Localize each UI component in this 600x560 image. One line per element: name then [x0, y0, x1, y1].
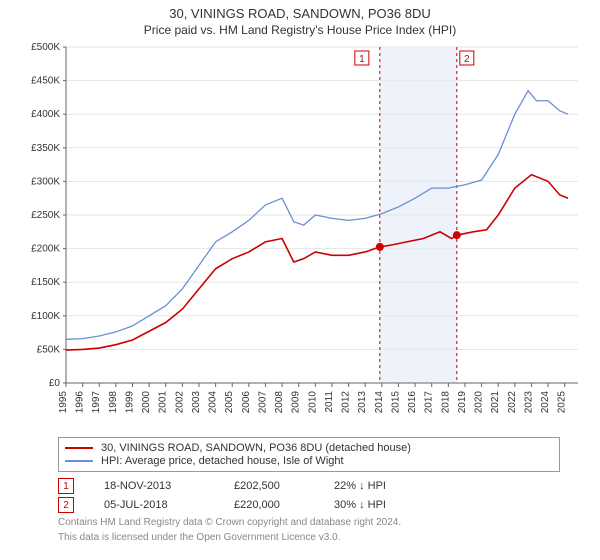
svg-text:£400K: £400K [31, 109, 60, 120]
sale-badge: 2 [58, 497, 74, 513]
svg-text:1: 1 [359, 54, 365, 65]
svg-text:2014: 2014 [374, 391, 385, 414]
svg-text:2022: 2022 [507, 391, 518, 414]
svg-text:2019: 2019 [457, 391, 468, 414]
svg-text:2011: 2011 [324, 391, 335, 413]
svg-text:2005: 2005 [224, 391, 235, 414]
chart-svg: £0 £50K £100K £150K £200K £250K £300K £350K £400… [10, 41, 590, 431]
legend: 30, VININGS ROAD, SANDOWN, PO36 8DU (det… [58, 437, 560, 472]
svg-text:2020: 2020 [474, 391, 485, 414]
svg-text:£50K: £50K [37, 344, 61, 355]
svg-text:1997: 1997 [91, 391, 102, 414]
svg-text:2: 2 [464, 54, 470, 65]
sale-date: 05-JUL-2018 [104, 499, 234, 511]
sale-row: 2 05-JUL-2018 £220,000 30% ↓ HPI [58, 497, 560, 513]
svg-text:2021: 2021 [490, 391, 501, 414]
svg-text:2001: 2001 [158, 391, 169, 414]
sale-price: £220,000 [234, 499, 334, 511]
svg-text:1995: 1995 [58, 391, 69, 414]
sale-row: 1 18-NOV-2013 £202,500 22% ↓ HPI [58, 478, 560, 494]
sale-pct: 22% ↓ HPI [334, 480, 454, 492]
legend-label: 30, VININGS ROAD, SANDOWN, PO36 8DU (det… [101, 442, 411, 454]
svg-text:2009: 2009 [291, 391, 302, 414]
sale-badge: 1 [58, 478, 74, 494]
sales-table: 1 18-NOV-2013 £202,500 22% ↓ HPI 2 05-JU… [58, 478, 560, 513]
footer-line-1: Contains HM Land Registry data © Crown c… [58, 517, 560, 528]
svg-text:2018: 2018 [440, 391, 451, 414]
svg-text:2025: 2025 [557, 391, 568, 414]
svg-text:2004: 2004 [208, 391, 219, 414]
svg-text:£450K: £450K [31, 76, 60, 87]
sale-price: £202,500 [234, 480, 334, 492]
svg-text:1998: 1998 [108, 391, 119, 414]
legend-item: 30, VININGS ROAD, SANDOWN, PO36 8DU (det… [65, 442, 553, 454]
svg-text:2000: 2000 [141, 391, 152, 414]
svg-text:£100K: £100K [31, 311, 60, 322]
page-title: 30, VININGS ROAD, SANDOWN, PO36 8DU [0, 0, 600, 21]
legend-label: HPI: Average price, detached house, Isle… [101, 455, 344, 467]
svg-text:1999: 1999 [124, 391, 135, 414]
svg-text:2006: 2006 [241, 391, 252, 414]
svg-text:2010: 2010 [307, 391, 318, 414]
svg-text:£300K: £300K [31, 176, 60, 187]
svg-text:2017: 2017 [424, 391, 435, 414]
chart-area: £0 £50K £100K £150K £200K £250K £300K £350K £400… [10, 41, 590, 431]
page-subtitle: Price paid vs. HM Land Registry's House … [0, 21, 600, 41]
svg-text:£250K: £250K [31, 210, 60, 221]
sale-pct: 30% ↓ HPI [334, 499, 454, 511]
svg-text:£500K: £500K [31, 42, 60, 53]
svg-text:2003: 2003 [191, 391, 202, 414]
svg-text:2023: 2023 [523, 391, 534, 414]
svg-text:2024: 2024 [540, 391, 551, 414]
svg-text:2002: 2002 [174, 391, 185, 414]
footer-line-2: This data is licensed under the Open Gov… [58, 532, 560, 543]
svg-text:£350K: £350K [31, 143, 60, 154]
svg-text:2008: 2008 [274, 391, 285, 414]
svg-text:2016: 2016 [407, 391, 418, 414]
sale-date: 18-NOV-2013 [104, 480, 234, 492]
legend-item: HPI: Average price, detached house, Isle… [65, 455, 553, 467]
svg-text:£150K: £150K [31, 277, 60, 288]
svg-text:£0: £0 [49, 378, 61, 389]
svg-text:1996: 1996 [75, 391, 86, 414]
svg-text:2012: 2012 [341, 391, 352, 414]
svg-text:2013: 2013 [357, 391, 368, 414]
svg-text:£200K: £200K [31, 244, 60, 255]
legend-swatch [65, 447, 93, 449]
svg-text:2007: 2007 [257, 391, 268, 414]
legend-swatch [65, 460, 93, 462]
svg-text:2015: 2015 [390, 391, 401, 414]
